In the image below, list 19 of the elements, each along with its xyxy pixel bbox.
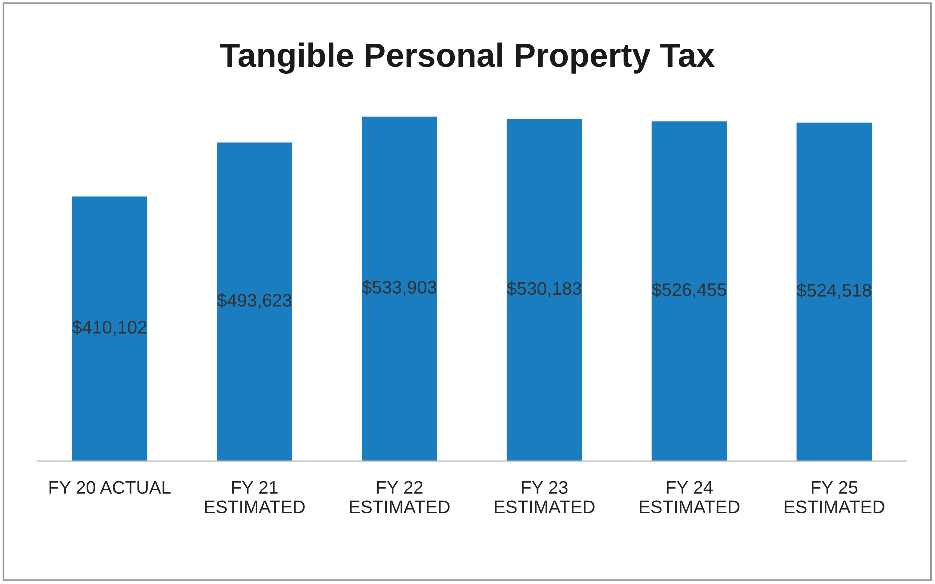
chart-title: Tangible Personal Property Tax (220, 42, 715, 74)
data-label: $533,903 (362, 280, 437, 296)
bar (796, 122, 872, 462)
bar (652, 122, 728, 462)
x-tick-label: FY 23 ESTIMATED (495, 481, 595, 514)
data-label: $493,623 (217, 293, 292, 310)
data-label: $526,455 (652, 282, 726, 298)
x-tick-label: FY 22 ESTIMATED (350, 481, 450, 514)
x-tick-label: FY 21 ESTIMATED (205, 481, 305, 514)
data-label: $530,183 (507, 282, 582, 298)
bar (72, 196, 148, 462)
x-tick-label: FY 20 ACTUAL (50, 481, 171, 494)
data-label: $524,518 (797, 283, 872, 300)
bar (506, 119, 582, 462)
bar (362, 116, 438, 462)
bar (217, 142, 292, 462)
x-tick-label: FY 25 ESTIMATED (784, 481, 885, 514)
x-tick-label: FY 24 ESTIMATED (640, 481, 740, 514)
data-label: $410,102 (72, 320, 147, 336)
